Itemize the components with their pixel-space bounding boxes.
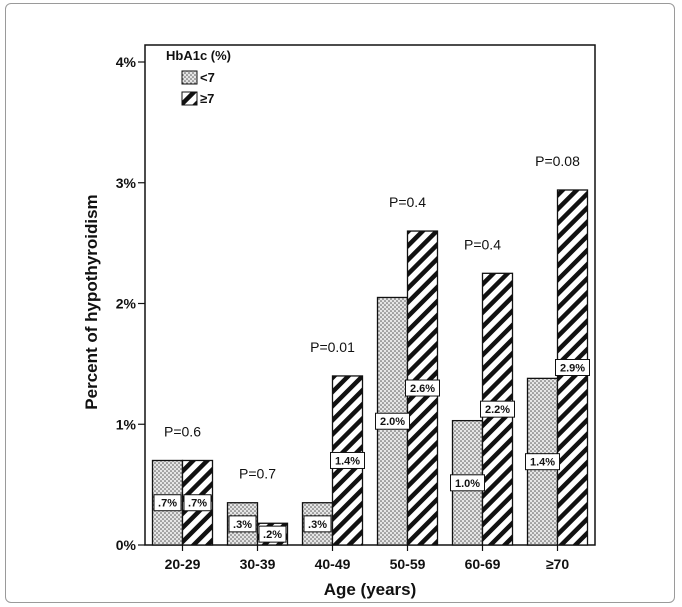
x-tick-label-4: 60-69 — [465, 556, 501, 572]
y-tick-label-3: 3% — [116, 175, 137, 191]
svg-text:1.0%: 1.0% — [455, 478, 480, 490]
legend-swatch-dots — [181, 70, 198, 85]
p-value-4: P=0.4 — [464, 236, 501, 252]
svg-text:2.2%: 2.2% — [485, 404, 510, 416]
x-tick-label-0: 20-29 — [165, 556, 201, 572]
data-label-ge7-5: 2.9% — [555, 358, 590, 376]
p-value-0: P=0.6 — [164, 423, 201, 439]
data-label-lt7-2: .3% — [303, 515, 332, 533]
data-label-lt7-0: .7% — [153, 494, 182, 512]
x-tick-label-5: ≥70 — [546, 556, 569, 572]
y-tick-label-4: 4% — [116, 54, 137, 70]
x-tick-label-3: 50-59 — [390, 556, 426, 572]
svg-text:.2%: .2% — [263, 529, 282, 541]
data-label-lt7-3: 2.0% — [375, 412, 410, 430]
data-label-lt7-1: .3% — [228, 515, 257, 533]
data-label-ge7-0: .7% — [183, 494, 212, 512]
x-tick-label-1: 30-39 — [240, 556, 276, 572]
p-value-1: P=0.7 — [239, 466, 276, 482]
data-label-ge7-2: 1.4% — [330, 451, 365, 469]
data-label-lt7-4: 1.0% — [450, 474, 485, 492]
svg-text:.7%: .7% — [158, 498, 177, 510]
data-labels: .7% .7% .3% .2% .3% 1.4% 2.0% 2.6% 1.0% 2.2% 1.4% 2… — [153, 358, 590, 543]
y-axis: 0% 1% 2% 3% 4% — [116, 54, 145, 553]
x-tick-label-2: 40-49 — [315, 556, 351, 572]
y-tick-label-1: 1% — [116, 416, 137, 432]
data-label-lt7-5: 1.4% — [525, 453, 560, 471]
legend-swatch-hatch — [181, 91, 198, 106]
p-values: P=0.6 P=0.7 P=0.01 P=0.4 P=0.4 P=0.08 — [164, 153, 580, 482]
p-value-2: P=0.01 — [310, 339, 355, 355]
svg-text:1.4%: 1.4% — [530, 457, 555, 469]
svg-text:.7%: .7% — [188, 498, 207, 510]
x-axis-title: Age (years) — [324, 580, 417, 599]
legend-label-lt7: <7 — [200, 70, 215, 85]
p-value-5: P=0.08 — [535, 153, 580, 169]
svg-text:.3%: .3% — [233, 519, 252, 531]
legend-title: HbA1c (%) — [166, 48, 231, 63]
p-value-3: P=0.4 — [389, 194, 426, 210]
data-label-ge7-4: 2.2% — [480, 400, 515, 418]
x-axis: 20-29 30-39 40-49 50-59 60-69 ≥70 — [165, 545, 569, 572]
svg-text:2.0%: 2.0% — [380, 416, 405, 428]
data-label-ge7-3: 2.6% — [405, 379, 440, 397]
svg-text:1.4%: 1.4% — [335, 455, 360, 467]
svg-text:2.6%: 2.6% — [410, 383, 435, 395]
legend-label-ge7: ≥7 — [200, 91, 214, 106]
y-tick-label-0: 0% — [116, 537, 137, 553]
y-tick-label-2: 2% — [116, 296, 137, 312]
svg-text:2.9%: 2.9% — [560, 362, 585, 374]
legend: HbA1c (%) <7 ≥7 — [166, 48, 231, 106]
svg-text:.3%: .3% — [308, 519, 327, 531]
y-axis-title: Percent of hypothyroidism — [82, 194, 101, 409]
plot-area — [144, 44, 596, 546]
data-label-ge7-1: .2% — [258, 525, 287, 543]
